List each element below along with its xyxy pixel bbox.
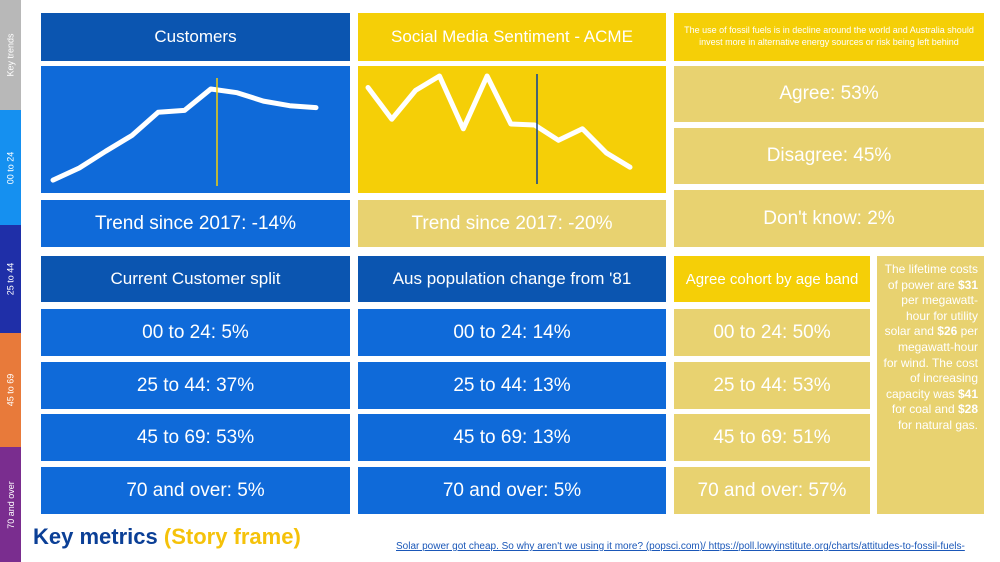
population-row: 25 to 44: 13% bbox=[358, 362, 666, 409]
population-row: 45 to 69: 13% bbox=[358, 414, 666, 461]
page-title: Key metrics (Story frame) bbox=[33, 524, 301, 550]
poll-question: The use of fossil fuels is in decline ar… bbox=[674, 13, 984, 61]
nav-tab-00-to-24[interactable]: 00 to 24 bbox=[0, 110, 21, 225]
customer-split-row: 70 and over: 5% bbox=[41, 467, 350, 514]
customers-line-chart[interactable] bbox=[41, 66, 350, 193]
population-title: Aus population change from '81 bbox=[358, 256, 666, 302]
page-title-main: Key metrics bbox=[33, 524, 158, 549]
poll-dont-know: Don't know: 2% bbox=[674, 190, 984, 247]
population-row: 00 to 24: 14% bbox=[358, 309, 666, 356]
age-band-nav: Key trends 00 to 24 25 to 44 45 to 69 70… bbox=[0, 0, 21, 562]
sentiment-line-chart[interactable] bbox=[358, 66, 666, 193]
agree-cohort-row: 00 to 24: 50% bbox=[674, 309, 870, 356]
sentiment-trend-line bbox=[365, 73, 633, 170]
nav-tab-key-trends[interactable]: Key trends bbox=[0, 0, 21, 110]
energy-cost-text: The lifetime costs of power are $31 per … bbox=[883, 262, 979, 432]
customer-split-row: 00 to 24: 5% bbox=[41, 309, 350, 356]
energy-cost-note: The lifetime costs of power are $31 per … bbox=[877, 256, 984, 514]
sentiment-chart-svg bbox=[365, 73, 633, 184]
customer-split-title: Current Customer split bbox=[41, 256, 350, 302]
nav-tab-label: Key trends bbox=[5, 33, 16, 77]
poll-agree: Agree: 53% bbox=[674, 66, 984, 122]
customer-split-row: 45 to 69: 53% bbox=[41, 414, 350, 461]
nav-tab-label: 70 and over bbox=[5, 480, 16, 529]
nav-tab-label: 25 to 44 bbox=[5, 262, 16, 296]
source-links[interactable]: Solar power got cheap. So why aren't we … bbox=[396, 541, 965, 552]
population-row: 70 and over: 5% bbox=[358, 467, 666, 514]
page-title-sub: (Story frame) bbox=[163, 524, 301, 549]
nav-tab-label: 00 to 24 bbox=[5, 151, 16, 184]
nav-tab-25-to-44[interactable]: 25 to 44 bbox=[0, 225, 21, 333]
agree-cohort-title: Agree cohort by age band bbox=[674, 256, 870, 302]
agree-cohort-row: 45 to 69: 51% bbox=[674, 414, 870, 461]
customers-chart-svg bbox=[50, 78, 319, 186]
customer-split-row: 25 to 44: 37% bbox=[41, 362, 350, 409]
poll-disagree: Disagree: 45% bbox=[674, 128, 984, 184]
customers-title: Customers bbox=[41, 13, 350, 61]
agree-cohort-row: 70 and over: 57% bbox=[674, 467, 870, 514]
customers-trend-line bbox=[50, 86, 319, 183]
nav-tab-45-to-69[interactable]: 45 to 69 bbox=[0, 333, 21, 447]
nav-tab-label: 45 to 69 bbox=[5, 373, 16, 407]
sentiment-title: Social Media Sentiment - ACME bbox=[358, 13, 666, 61]
nav-tab-70-and-over[interactable]: 70 and over bbox=[0, 447, 21, 562]
agree-cohort-row: 25 to 44: 53% bbox=[674, 362, 870, 409]
customers-trend-kpi: Trend since 2017: -14% bbox=[41, 200, 350, 247]
sentiment-trend-kpi: Trend since 2017: -20% bbox=[358, 200, 666, 247]
